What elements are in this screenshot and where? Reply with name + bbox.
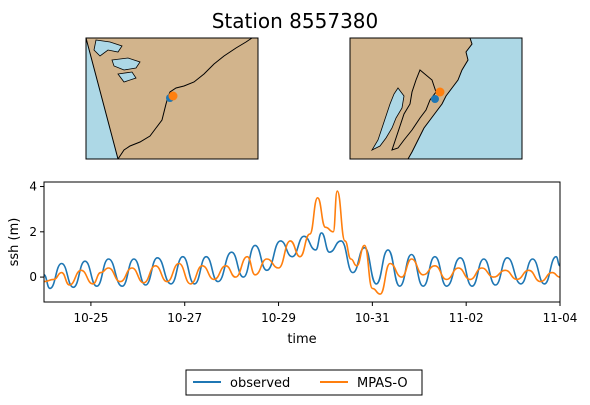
x-tick-label: 10-27	[167, 311, 202, 325]
map-overview	[85, 37, 259, 160]
legend-label-observed: observed	[230, 376, 290, 391]
legend-label-model: MPAS-O	[357, 376, 408, 391]
x-tick-label: 10-25	[73, 311, 108, 325]
legend: observed MPAS-O	[185, 369, 423, 396]
series-line-observed	[44, 232, 560, 290]
timeseries-chart: 10-25 10-27 10-29 10-31 11-02 11-04 024 time …	[7, 180, 577, 347]
map-overview-lake	[117, 71, 137, 83]
map-zoomed-marker-observed	[431, 95, 439, 103]
map-zoomed-frame	[349, 37, 523, 160]
y-tick-label: 0	[29, 270, 37, 284]
plot-frame	[43, 181, 561, 303]
x-tick-label: 10-29	[261, 311, 296, 325]
x-tick-label: 11-02	[449, 311, 484, 325]
series-line-mpas-o	[44, 190, 560, 295]
map-zoomed-marker-model	[435, 87, 445, 97]
figure-title: Station 8557380	[212, 9, 379, 33]
x-axis: 10-25 10-27 10-29 10-31 11-02 11-04	[73, 302, 577, 325]
series-layer	[44, 190, 560, 295]
map-zoomed	[349, 37, 523, 160]
legend-frame	[185, 369, 423, 396]
map-overview-frame	[85, 37, 259, 160]
map-overview-lake	[111, 57, 141, 71]
y-axis-label: ssh (m)	[7, 218, 22, 267]
map-overview-lake	[93, 39, 123, 57]
y-axis: 0 2 4	[29, 180, 44, 284]
x-axis-label: time	[287, 332, 316, 347]
x-tick-label: 10-31	[355, 311, 390, 325]
map-overview-marker-model	[168, 91, 178, 101]
y-tick-label: 2	[29, 225, 37, 239]
map-zoomed-bay	[370, 87, 405, 151]
x-tick-label: 11-04	[543, 311, 578, 325]
y-tick-label: 4	[29, 180, 37, 194]
